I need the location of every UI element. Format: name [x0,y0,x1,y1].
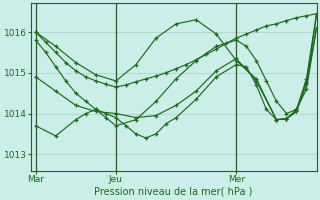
X-axis label: Pression niveau de la mer( hPa ): Pression niveau de la mer( hPa ) [94,187,253,197]
